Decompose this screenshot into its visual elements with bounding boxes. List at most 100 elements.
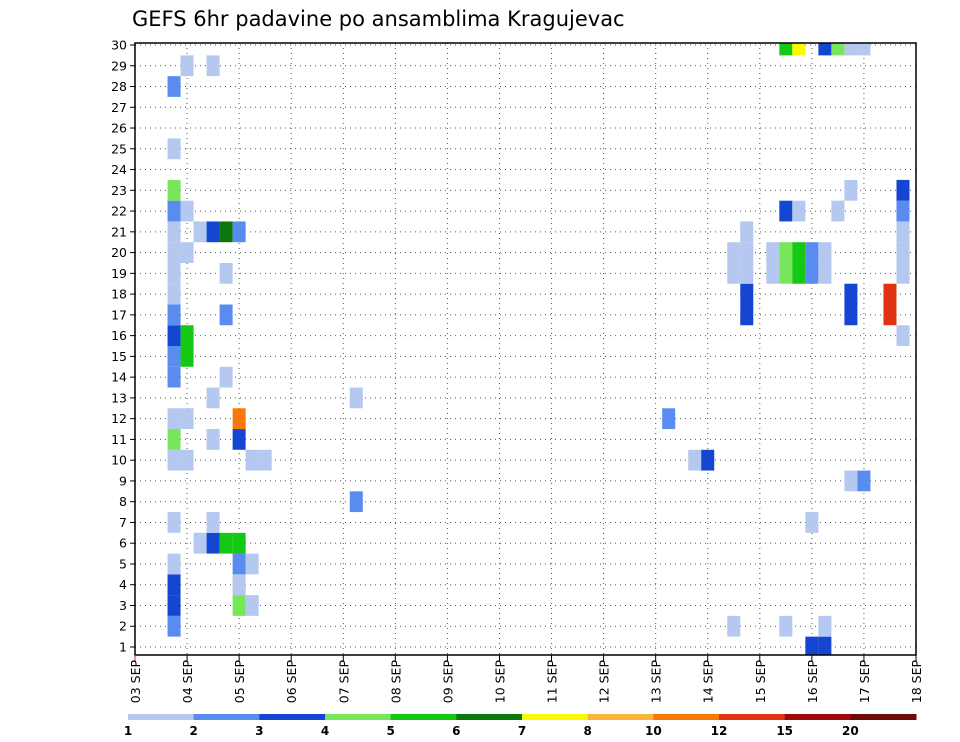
legend-swatch (390, 714, 457, 720)
heatmap-cell (167, 221, 181, 243)
heatmap-cell (246, 657, 259, 678)
heatmap-cell (740, 262, 754, 284)
heatmap-cell (662, 408, 676, 430)
heatmap-cell (206, 429, 220, 450)
legend-swatch (719, 714, 786, 720)
heatmap-cell (805, 512, 819, 533)
heatmap-cell (232, 553, 246, 575)
legend-swatch (653, 714, 720, 720)
heatmap-cell (206, 55, 220, 77)
heatmap-cell (167, 242, 181, 263)
legend-swatch (193, 714, 260, 720)
y-tick-label: 9 (119, 473, 127, 488)
heatmap-cell (766, 242, 780, 263)
x-tick-label: 18 SEP (909, 660, 924, 704)
heatmap-cell (167, 200, 181, 222)
x-tick-label: 12 SEP (597, 660, 612, 704)
y-tick-label: 25 (111, 141, 127, 156)
heatmap-cell (779, 262, 793, 284)
y-tick-label: 23 (111, 183, 127, 198)
heatmap-cell (167, 179, 181, 201)
heatmap-cell (805, 262, 819, 284)
x-tick-label: 11 SEP (545, 660, 560, 704)
legend-swatch (128, 714, 195, 720)
y-tick-label: 20 (111, 245, 127, 260)
heatmap-cell (245, 595, 259, 616)
y-tick-label: 26 (111, 121, 127, 136)
y-tick-label: 19 (111, 266, 127, 281)
heatmap-cell (232, 408, 246, 430)
heatmap-cell (844, 470, 858, 492)
heatmap-cell (792, 262, 806, 284)
heatmap-cell (167, 304, 181, 326)
heatmap-cell (779, 615, 793, 637)
y-tick-label: 4 (119, 577, 127, 592)
legend-label: 3 (255, 724, 263, 738)
y-tick-label: 2 (119, 619, 127, 634)
heatmap-cell (857, 470, 871, 492)
legend-swatch (784, 714, 851, 720)
heatmap-cell (896, 242, 910, 263)
x-tick-label: 07 SEP (336, 660, 351, 704)
heatmap-cell (206, 387, 220, 409)
heatmap-cell (206, 532, 220, 554)
heatmap-cell (896, 325, 910, 346)
color-legend: 1 2 3 4 5 6 7 8 10 12 15 20 (124, 714, 917, 738)
heatmap-cell (727, 262, 741, 284)
heatmap-cell (883, 304, 897, 326)
heatmap-cell (167, 283, 181, 305)
heatmap-cell (831, 200, 845, 222)
heatmap-cell (206, 221, 220, 243)
heatmap-cell (232, 429, 246, 450)
heatmap-cell (740, 242, 754, 263)
legend-label: 15 (776, 724, 793, 738)
legend-label: 7 (518, 724, 526, 738)
heatmap-cell (167, 346, 181, 367)
x-axis: 03 SEP 04 SEP 05 SEP 06 SEP 07 SEP 08 SEP 09 S… (128, 655, 924, 703)
heatmap-cell (349, 387, 363, 409)
heatmap-cell (180, 55, 194, 77)
heatmap-cell (766, 262, 780, 284)
heatmap-cell (740, 221, 754, 243)
heatmap-cell (167, 76, 181, 97)
x-tick-label: 05 SEP (232, 660, 247, 704)
legend-label: 8 (583, 724, 591, 738)
heatmap-cell (818, 636, 832, 655)
legend-label: 20 (842, 724, 859, 738)
heatmap-cell (818, 43, 832, 56)
legend-label: 4 (321, 724, 329, 738)
legend-label: 5 (386, 724, 394, 738)
heatmap-cell (779, 43, 793, 56)
heatmap-cell (232, 532, 246, 554)
heatmap-cell (180, 325, 194, 346)
y-tick-label: 21 (111, 224, 127, 239)
heatmap-cells (167, 43, 910, 678)
heatmap-cell (232, 574, 246, 596)
heatmap-cell (167, 138, 181, 160)
y-tick-label: 14 (111, 370, 127, 385)
legend-swatch (587, 714, 654, 720)
x-tick-label: 08 SEP (388, 660, 403, 704)
legend-label: 10 (645, 724, 662, 738)
heatmap-cell (206, 512, 220, 533)
heatmap-cell (818, 262, 832, 284)
heatmap-cell (844, 179, 858, 201)
heatmap-cell (193, 221, 207, 243)
heatmap-cell (167, 366, 181, 388)
heatmap-cell (818, 242, 832, 263)
heatmap-cell (896, 262, 910, 284)
heatmap-cell (740, 304, 754, 326)
heatmap-cell (167, 262, 181, 284)
heatmap-cell (232, 595, 246, 616)
x-tick-label: 06 SEP (284, 660, 299, 704)
y-tick-label: 1 (119, 640, 127, 655)
legend-swatch (325, 714, 392, 720)
y-tick-label: 17 (111, 307, 127, 322)
heatmap-cell (219, 221, 233, 243)
x-tick-label: 16 SEP (805, 660, 820, 704)
y-tick-label: 8 (119, 494, 127, 509)
heatmap-cell (792, 242, 806, 263)
heatmap-cell (896, 200, 910, 222)
heatmap-cell (167, 429, 181, 450)
x-tick-label: 17 SEP (857, 660, 872, 704)
